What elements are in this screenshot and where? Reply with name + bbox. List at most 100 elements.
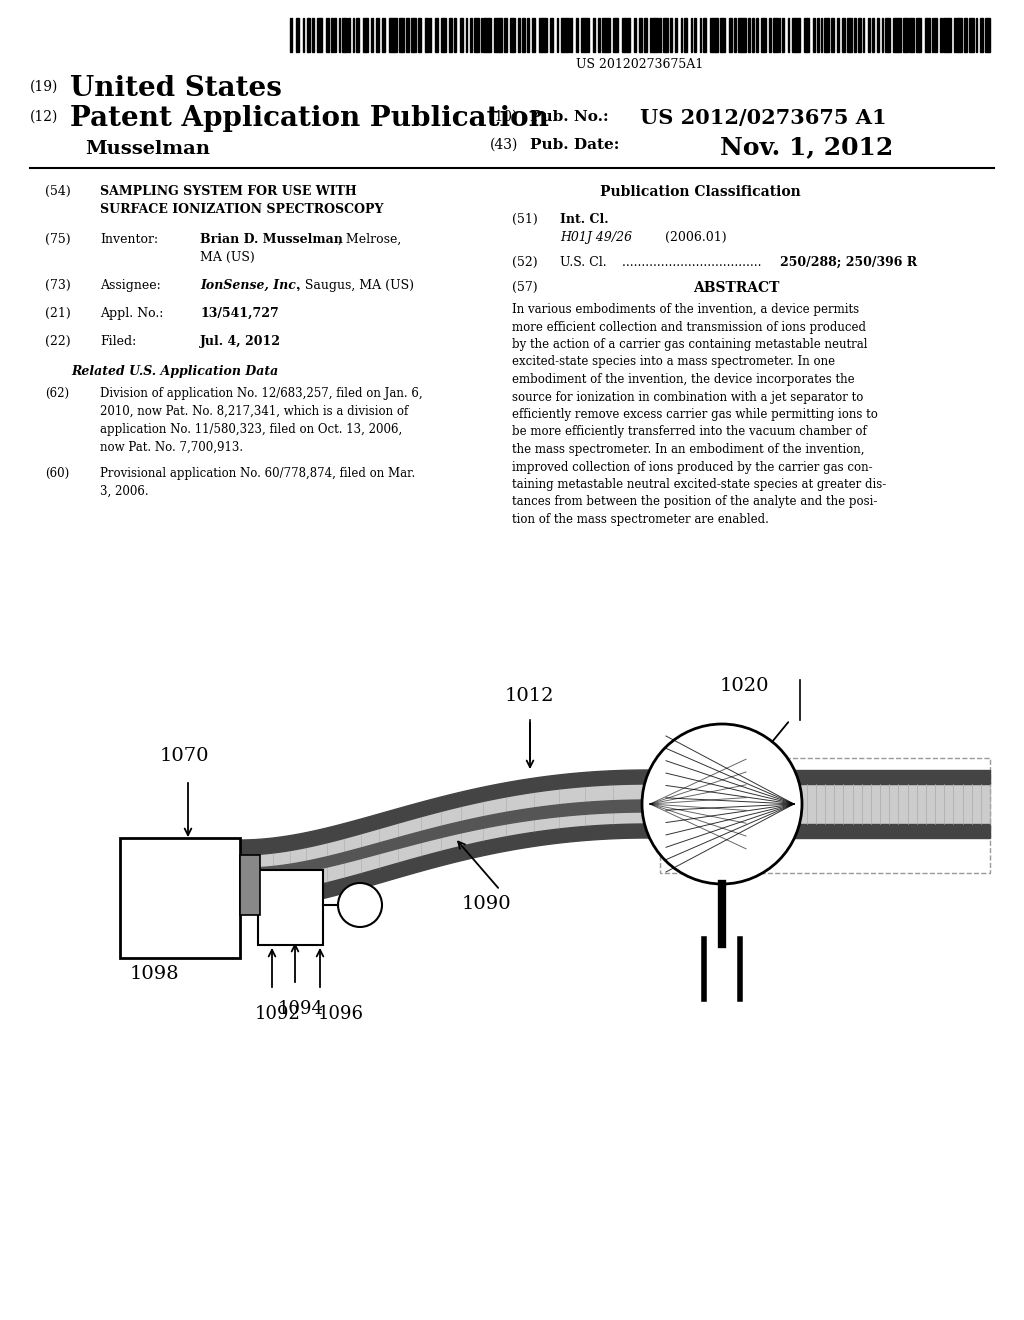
Polygon shape: [648, 784, 680, 824]
Text: Division of application No. 12/683,257, filed on Jan. 6,
2010, now Pat. No. 8,21: Division of application No. 12/683,257, …: [100, 387, 423, 454]
Bar: [411, 18, 416, 51]
Polygon shape: [770, 784, 990, 824]
Bar: [877, 18, 879, 51]
Bar: [362, 18, 368, 51]
Bar: [575, 18, 578, 51]
Bar: [940, 18, 942, 51]
Bar: [510, 18, 515, 51]
Text: 1094: 1094: [278, 1001, 324, 1018]
Bar: [660, 758, 990, 873]
Bar: [837, 18, 839, 51]
Bar: [761, 18, 766, 51]
Bar: [934, 18, 937, 51]
Bar: [663, 18, 668, 51]
Bar: [342, 18, 347, 51]
Bar: [334, 18, 336, 51]
Polygon shape: [245, 800, 648, 878]
Text: Brian D. Musselman: Brian D. Musselman: [200, 234, 343, 246]
Bar: [748, 18, 750, 51]
Bar: [980, 18, 983, 51]
Bar: [593, 18, 595, 51]
Bar: [454, 18, 456, 51]
Bar: [317, 18, 322, 51]
Bar: [903, 18, 908, 51]
Bar: [240, 855, 260, 915]
Text: Pub. No.:: Pub. No.:: [530, 110, 608, 124]
Bar: [399, 18, 404, 51]
Polygon shape: [240, 784, 648, 895]
Text: Related U.S. Application Data: Related U.S. Application Data: [72, 366, 279, 378]
Bar: [474, 18, 479, 51]
Bar: [738, 18, 746, 51]
Bar: [296, 18, 299, 51]
Bar: [885, 18, 890, 51]
Text: (54): (54): [45, 185, 71, 198]
Text: In various embodiments of the invention, a device permits
more efficient collect: In various embodiments of the invention,…: [512, 304, 886, 525]
Bar: [518, 18, 520, 51]
Bar: [985, 18, 990, 51]
Bar: [483, 18, 490, 51]
Bar: [964, 18, 967, 51]
Bar: [703, 18, 706, 51]
Text: 250/288; 250/396 R: 250/288; 250/396 R: [780, 256, 918, 269]
Bar: [120, 838, 240, 958]
Text: 1092: 1092: [255, 1005, 301, 1023]
Text: H01J 49/26: H01J 49/26: [560, 231, 632, 244]
Bar: [429, 18, 431, 51]
Text: (22): (22): [45, 335, 71, 348]
Text: (21): (21): [45, 308, 71, 319]
Bar: [348, 18, 350, 51]
Bar: [356, 18, 359, 51]
Bar: [326, 18, 329, 51]
Polygon shape: [770, 824, 990, 838]
Bar: [581, 18, 589, 51]
Text: Assignee:: Assignee:: [100, 279, 161, 292]
Bar: [435, 18, 438, 51]
Polygon shape: [240, 770, 648, 855]
Bar: [460, 18, 463, 51]
Bar: [773, 18, 778, 51]
Circle shape: [338, 883, 382, 927]
Bar: [634, 18, 636, 51]
Bar: [406, 18, 409, 51]
Bar: [925, 18, 930, 51]
Bar: [290, 18, 292, 51]
Bar: [307, 18, 310, 51]
Bar: [550, 18, 553, 51]
Bar: [893, 18, 901, 51]
Text: Patent Application Publication: Patent Application Publication: [70, 106, 549, 132]
Text: US 20120273675A1: US 20120273675A1: [577, 58, 703, 71]
Text: IonSense, Inc.: IonSense, Inc.: [200, 279, 300, 292]
Bar: [598, 18, 600, 51]
Bar: [659, 18, 662, 51]
Bar: [418, 18, 421, 51]
Text: (43): (43): [490, 139, 518, 152]
Text: , Saugus, MA (US): , Saugus, MA (US): [297, 279, 414, 292]
Text: (75): (75): [45, 234, 71, 246]
Bar: [650, 18, 658, 51]
Text: (12): (12): [30, 110, 58, 124]
Bar: [684, 18, 687, 51]
Bar: [470, 18, 472, 51]
Circle shape: [642, 723, 802, 884]
Text: Nov. 1, 2012: Nov. 1, 2012: [720, 135, 893, 158]
Bar: [561, 18, 569, 51]
Bar: [824, 18, 829, 51]
Bar: [441, 18, 446, 51]
Bar: [729, 18, 732, 51]
Bar: [539, 18, 547, 51]
Bar: [813, 18, 815, 51]
Text: (73): (73): [45, 279, 71, 292]
Bar: [602, 18, 610, 51]
Bar: [720, 18, 725, 51]
Bar: [817, 18, 819, 51]
Text: MA (US): MA (US): [200, 251, 255, 264]
Bar: [710, 18, 718, 51]
Text: 1096: 1096: [318, 1005, 364, 1023]
Bar: [522, 18, 525, 51]
Bar: [804, 18, 809, 51]
Text: 1020: 1020: [720, 677, 769, 696]
Polygon shape: [648, 824, 680, 838]
Text: , Melrose,: , Melrose,: [338, 234, 401, 246]
Text: (62): (62): [45, 387, 70, 400]
